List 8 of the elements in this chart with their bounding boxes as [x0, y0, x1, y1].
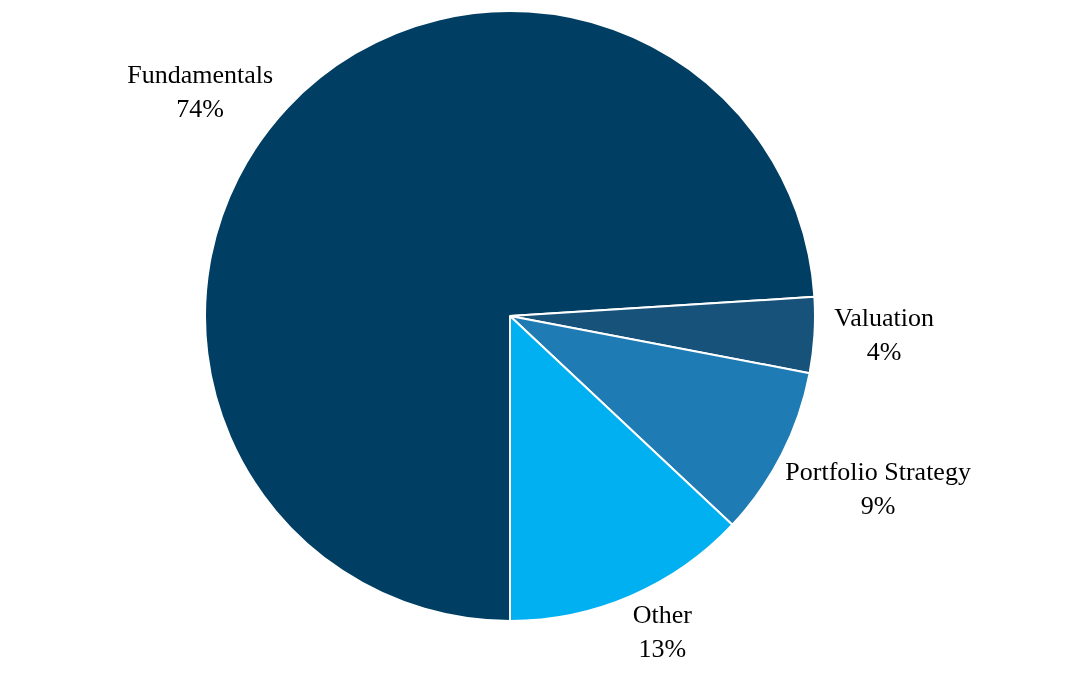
slice-label: Portfolio Strategy [785, 457, 971, 487]
data-label: 9% [860, 491, 896, 521]
data-label: 74% [176, 94, 224, 124]
data-label: 13% [638, 634, 687, 664]
slice-label: Other [632, 600, 693, 630]
slice-label: Fundamentals [127, 60, 274, 90]
slice-label: Valuation [834, 303, 935, 333]
data-label: 4% [866, 337, 902, 367]
